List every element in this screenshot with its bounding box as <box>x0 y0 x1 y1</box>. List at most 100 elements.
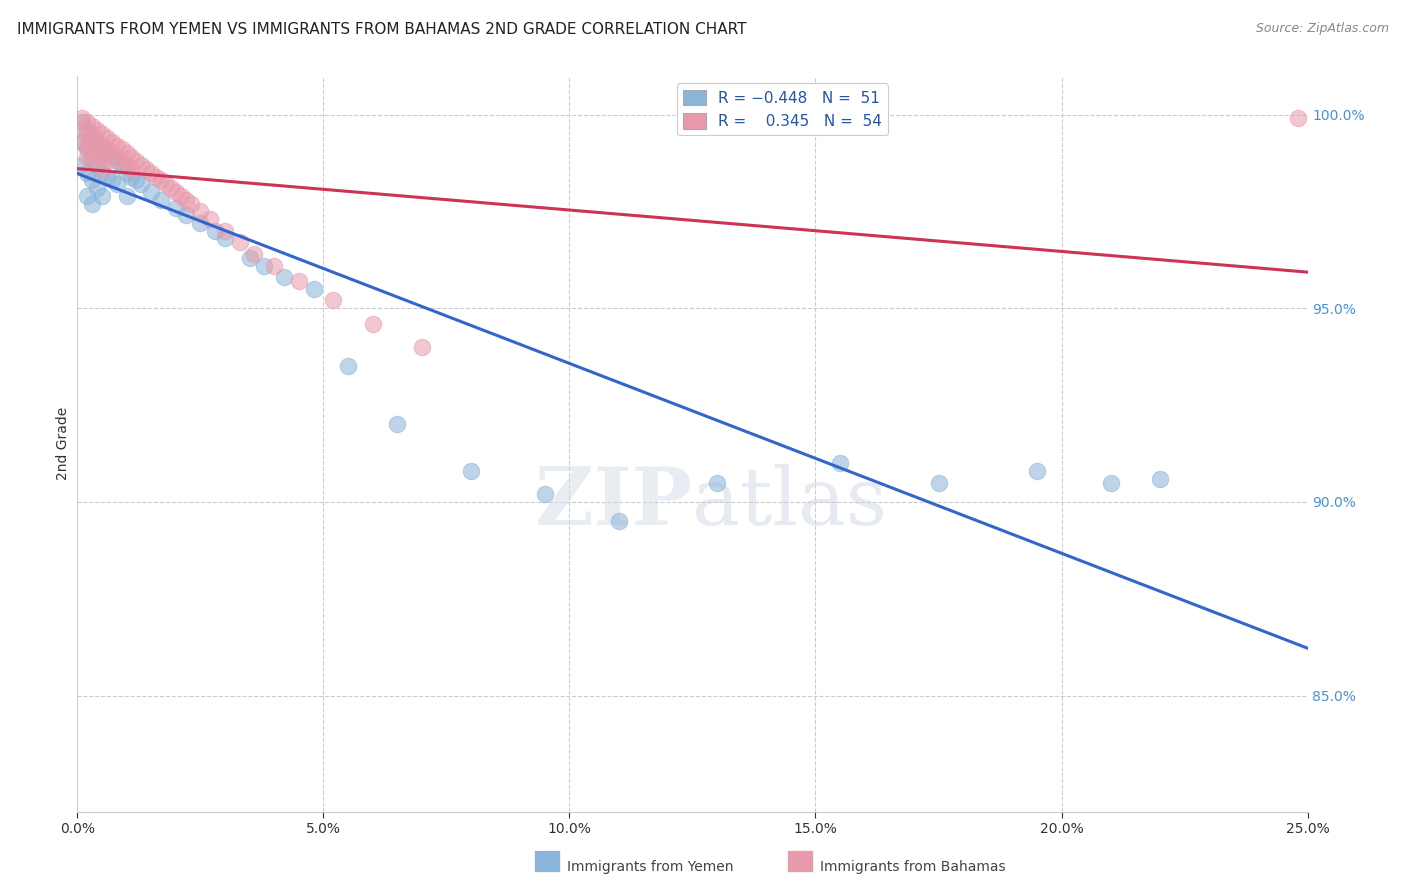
Point <box>86 181 108 195</box>
Point <box>111 154 132 169</box>
Point <box>101 173 124 187</box>
Point <box>145 169 167 184</box>
Point <box>243 247 266 261</box>
Point <box>105 154 128 169</box>
Point <box>1026 464 1049 478</box>
Point <box>361 317 384 331</box>
Point <box>115 166 138 180</box>
Point <box>411 340 433 354</box>
Point <box>214 224 236 238</box>
Point <box>101 135 124 149</box>
Point <box>273 270 295 285</box>
Point <box>76 123 98 137</box>
Point <box>90 161 114 176</box>
Point <box>228 235 252 250</box>
Text: IMMIGRANTS FROM YEMEN VS IMMIGRANTS FROM BAHAMAS 2ND GRADE CORRELATION CHART: IMMIGRANTS FROM YEMEN VS IMMIGRANTS FROM… <box>17 22 747 37</box>
Point <box>174 208 197 222</box>
Text: Source: ZipAtlas.com: Source: ZipAtlas.com <box>1256 22 1389 36</box>
Point <box>385 417 409 432</box>
Point <box>105 138 128 153</box>
Point <box>76 142 98 156</box>
Point <box>121 161 143 176</box>
Point <box>1099 475 1122 490</box>
Point <box>90 142 114 156</box>
Point <box>141 166 163 180</box>
Point <box>70 115 93 129</box>
Point <box>928 475 950 490</box>
Point <box>125 154 148 169</box>
Point <box>115 146 138 161</box>
Point <box>200 212 222 227</box>
Text: atlas: atlas <box>693 464 887 541</box>
Text: ZIP: ZIP <box>536 464 693 541</box>
Point <box>101 150 124 164</box>
Point <box>322 293 344 308</box>
Point <box>105 178 128 192</box>
Point <box>239 251 262 265</box>
Point <box>288 274 311 288</box>
Point <box>170 189 193 203</box>
Point <box>460 464 482 478</box>
Point <box>70 112 93 126</box>
Point <box>125 173 148 187</box>
Point <box>96 130 118 145</box>
Point <box>86 135 108 149</box>
Point <box>96 169 118 184</box>
Point <box>121 150 143 164</box>
Point <box>534 487 557 501</box>
Point <box>86 146 108 161</box>
Point <box>82 119 104 133</box>
Point <box>70 158 93 172</box>
Point <box>160 181 183 195</box>
Point <box>76 189 98 203</box>
Point <box>129 178 153 192</box>
Point <box>188 204 212 219</box>
Point <box>1149 472 1171 486</box>
Point <box>76 150 98 164</box>
Point <box>204 224 226 238</box>
Point <box>90 166 114 180</box>
Point <box>76 127 98 141</box>
Point <box>90 138 114 153</box>
Point <box>121 169 143 184</box>
Point <box>86 158 108 172</box>
Point <box>150 193 173 207</box>
Point <box>70 123 93 137</box>
Point <box>76 166 98 180</box>
Point <box>165 201 187 215</box>
Point <box>115 158 138 172</box>
Point <box>105 150 128 164</box>
Point <box>111 142 132 156</box>
Point <box>302 282 325 296</box>
Point <box>82 173 104 187</box>
Point <box>76 138 98 153</box>
Point <box>70 135 93 149</box>
Point <box>155 178 177 192</box>
Point <box>165 185 187 199</box>
Point <box>96 146 118 161</box>
Point <box>82 196 104 211</box>
Point <box>82 142 104 156</box>
Point <box>70 135 93 149</box>
Point <box>82 154 104 169</box>
Point <box>337 359 360 374</box>
Point <box>96 142 118 156</box>
Point <box>135 161 157 176</box>
Point <box>101 146 124 161</box>
Point <box>115 189 138 203</box>
Point <box>90 150 114 164</box>
Point <box>174 193 197 207</box>
Point <box>188 216 212 230</box>
Point <box>150 173 173 187</box>
Point <box>90 127 114 141</box>
Y-axis label: 2nd Grade: 2nd Grade <box>56 407 70 481</box>
Point <box>706 475 728 490</box>
Point <box>607 514 630 528</box>
Point <box>86 123 108 137</box>
Point <box>82 130 104 145</box>
Point <box>111 158 132 172</box>
Point <box>180 196 202 211</box>
Point <box>830 456 852 470</box>
Point <box>76 115 98 129</box>
Point <box>129 158 153 172</box>
